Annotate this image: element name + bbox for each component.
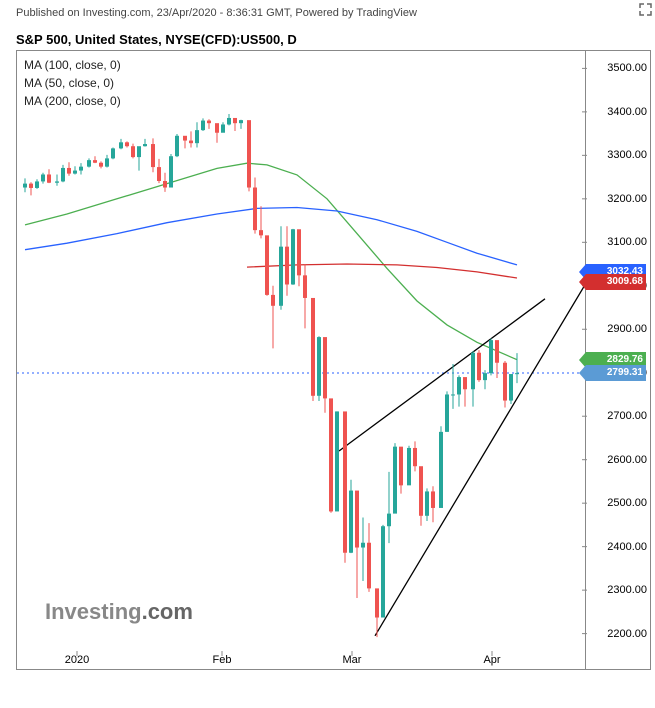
- y-tick-label: 3500.00: [607, 62, 647, 74]
- y-tick-label: 3200.00: [607, 193, 647, 205]
- y-tick-label: 2600.00: [607, 454, 647, 466]
- price-tag: 2799.31: [586, 365, 646, 381]
- y-tick-label: 2900.00: [607, 323, 647, 335]
- y-tick-label: 3100.00: [607, 236, 647, 248]
- investing-logo: Investing.com: [45, 599, 193, 625]
- y-axis: 2200.00 2300.00 2400.00 2500.00 2600.00 2700.…: [586, 50, 651, 670]
- chart-title: S&P 500, United States, NYSE(CFD):US500,…: [16, 32, 297, 47]
- chart-plot[interactable]: Investing.com 2020 Feb Mar Apr: [16, 50, 586, 670]
- x-tick-label: Apr: [483, 654, 500, 666]
- y-tick-label: 3300.00: [607, 149, 647, 161]
- y-tick-label: 2400.00: [607, 541, 647, 553]
- price-tag: 3009.68: [586, 274, 646, 290]
- y-tick-label: 2200.00: [607, 628, 647, 640]
- publish-header: Published on Investing.com, 23/Apr/2020 …: [16, 7, 417, 19]
- y-tick-label: 2300.00: [607, 584, 647, 596]
- x-tick-label: 2020: [65, 654, 89, 666]
- expand-icon[interactable]: [639, 3, 652, 16]
- x-tick-label: Feb: [213, 654, 232, 666]
- chart-svg: [17, 51, 587, 671]
- y-tick-label: 2700.00: [607, 410, 647, 422]
- y-tick-label: 2500.00: [607, 497, 647, 509]
- y-tick-label: 3400.00: [607, 106, 647, 118]
- x-tick-label: Mar: [343, 654, 362, 666]
